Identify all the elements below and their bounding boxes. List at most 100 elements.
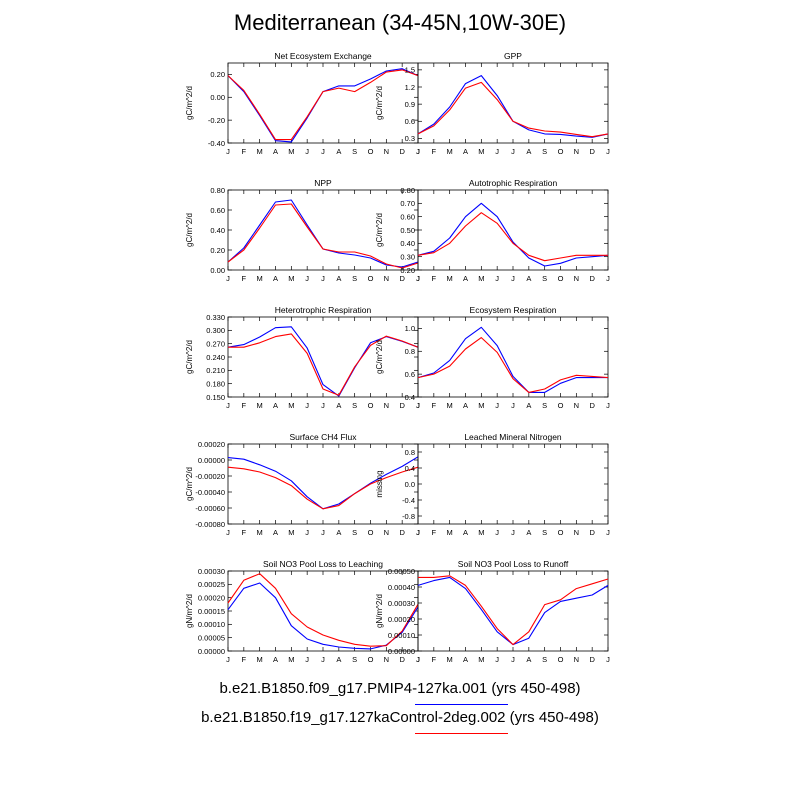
- y-axis-label: gC/m^2/d: [375, 86, 384, 120]
- x-tick-label: J: [606, 147, 610, 156]
- x-tick-label: N: [574, 401, 579, 410]
- panel-title: Heterotrophic Respiration: [275, 305, 372, 315]
- plot-frame: [227, 62, 419, 144]
- y-tick-label: 0.330: [206, 313, 225, 322]
- x-tick-label: S: [542, 274, 547, 283]
- panel-title: Surface CH4 Flux: [289, 432, 357, 442]
- x-tick-label: O: [558, 655, 564, 664]
- x-tick-label: J: [416, 528, 420, 537]
- y-tick-label: 0.80: [210, 186, 225, 195]
- x-tick-label: J: [495, 147, 499, 156]
- y-axis-label: gC/m^2/d: [185, 213, 194, 247]
- x-tick-label: J: [226, 655, 230, 664]
- x-tick-label: F: [242, 528, 247, 537]
- y-axis-label: gC/m^2/d: [375, 213, 384, 247]
- x-tick-label: J: [495, 528, 499, 537]
- x-tick-label: F: [242, 655, 247, 664]
- x-tick-label: J: [606, 528, 610, 537]
- y-tick-label: 0.00000: [198, 456, 225, 465]
- x-tick-label: A: [273, 147, 278, 156]
- y-tick-label: 0.240: [206, 353, 225, 362]
- x-tick-label: J: [416, 274, 420, 283]
- x-tick-label: N: [384, 655, 389, 664]
- x-tick-label: J: [305, 528, 309, 537]
- x-tick-label: A: [273, 528, 278, 537]
- y-axis-label: gN/m^2/d: [185, 594, 194, 628]
- x-tick-label: J: [305, 401, 309, 410]
- y-axis-label: gC/m^2/d: [185, 340, 194, 374]
- series-line-2: [417, 337, 609, 393]
- y-tick-label: 0.150: [206, 393, 225, 402]
- x-tick-label: J: [495, 655, 499, 664]
- y-tick-label: 0.40: [210, 226, 225, 235]
- x-tick-label: A: [526, 401, 531, 410]
- x-tick-label: S: [542, 401, 547, 410]
- x-tick-label: A: [273, 655, 278, 664]
- y-tick-label: 0.20: [210, 70, 225, 79]
- x-tick-label: S: [352, 147, 357, 156]
- series-line-2: [227, 466, 419, 510]
- x-tick-label: N: [574, 147, 579, 156]
- y-tick-label: 0.4: [405, 393, 415, 402]
- panel-title: Ecosystem Respiration: [470, 305, 557, 315]
- x-tick-label: J: [511, 147, 515, 156]
- x-tick-label: M: [257, 655, 263, 664]
- x-tick-label: A: [336, 147, 341, 156]
- x-tick-label: F: [432, 147, 437, 156]
- x-tick-label: A: [526, 274, 531, 283]
- panel-5: Ecosystem Respiration gC/m^2/d 1.0 0.8 0.6 0.…: [375, 305, 610, 410]
- legend-label-1: b.e21.B1850.f09_g17.PMIP4-127ka.001 (yrs…: [219, 680, 581, 697]
- x-tick-label: J: [226, 274, 230, 283]
- x-tick-label: S: [352, 528, 357, 537]
- x-tick-label: D: [399, 147, 405, 156]
- y-tick-label: 0.6: [405, 370, 415, 379]
- x-tick-label: M: [288, 147, 294, 156]
- x-tick-label: S: [352, 655, 357, 664]
- y-tick-label: 0.00050: [388, 567, 415, 576]
- panel-8: Soil NO3 Pool Loss to Leaching gN/m^2/d 0.…: [185, 559, 420, 664]
- x-tick-label: O: [368, 655, 374, 664]
- series-line-1: [227, 68, 419, 143]
- x-tick-label: J: [416, 401, 420, 410]
- x-tick-label: N: [574, 274, 579, 283]
- x-tick-label: J: [226, 401, 230, 410]
- y-tick-label: 0.60: [210, 206, 225, 215]
- x-tick-label: J: [321, 147, 325, 156]
- y-tick-label: 0.300: [206, 326, 225, 335]
- page-title: Mediterranean (34-45N,10W-30E): [233, 10, 567, 35]
- y-tick-label: 0.9: [405, 100, 415, 109]
- x-tick-label: A: [336, 274, 341, 283]
- panel-7: Leached Mineral Nitrogen missing 0.8 0.4 0.0…: [375, 432, 610, 537]
- x-tick-label: J: [416, 147, 420, 156]
- series-line-2: [227, 203, 419, 269]
- series-line-2: [417, 81, 609, 138]
- x-tick-label: M: [447, 401, 453, 410]
- x-tick-label: D: [589, 401, 595, 410]
- series-line-1: [417, 202, 609, 267]
- x-tick-label: M: [478, 655, 484, 664]
- x-tick-label: O: [368, 147, 374, 156]
- x-tick-label: J: [416, 655, 420, 664]
- x-tick-label: M: [257, 147, 263, 156]
- x-tick-label: J: [416, 528, 420, 537]
- y-tick-label: 0.00010: [388, 631, 415, 640]
- x-tick-label: O: [368, 274, 374, 283]
- x-tick-label: M: [478, 147, 484, 156]
- series-line-1: [227, 456, 419, 510]
- x-tick-label: S: [542, 528, 547, 537]
- plot-frame: [417, 62, 609, 144]
- y-axis-label: missing: [375, 470, 384, 497]
- x-tick-label: D: [589, 528, 595, 537]
- x-tick-label: A: [463, 147, 468, 156]
- y-tick-label: 0.00000: [198, 647, 225, 656]
- x-tick-label: D: [589, 655, 595, 664]
- panel-4: Heterotrophic Respiration gC/m^2/d 0.330 0.…: [185, 305, 420, 410]
- x-tick-label: M: [447, 147, 453, 156]
- x-tick-label: F: [242, 274, 247, 283]
- y-tick-label: 0.210: [206, 366, 225, 375]
- x-tick-label: J: [305, 147, 309, 156]
- x-tick-label: D: [399, 528, 405, 537]
- y-tick-label: 0.180: [206, 379, 225, 388]
- panel-3: Autotrophic Respiration gC/m^2/d 0.80 0.70 0…: [375, 178, 610, 283]
